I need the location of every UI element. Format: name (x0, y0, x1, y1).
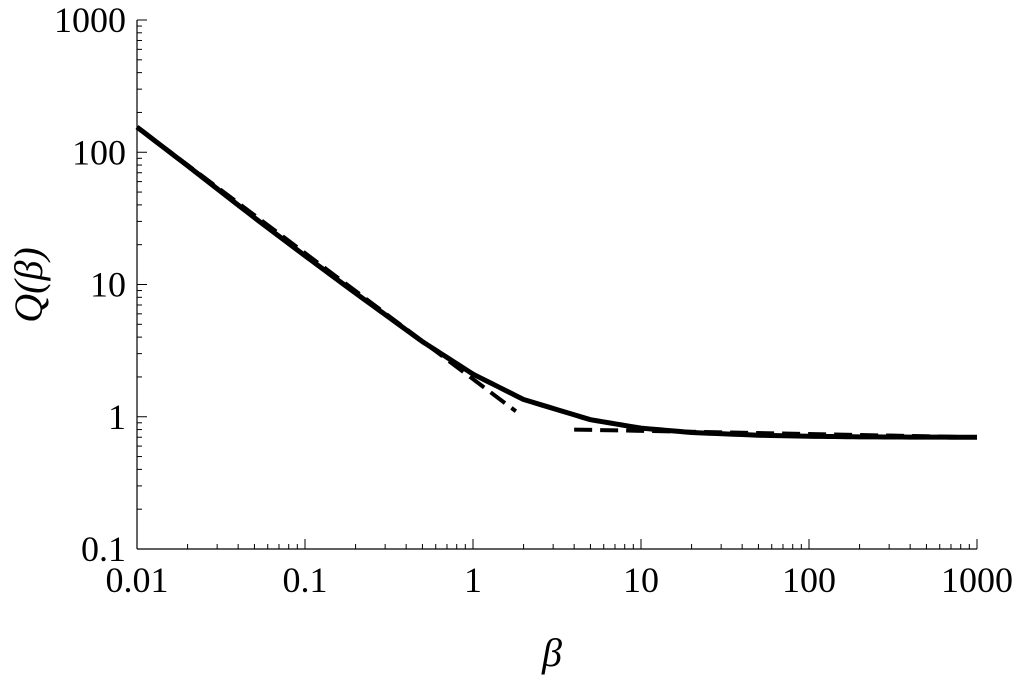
x-tick-label: 1000 (941, 560, 1013, 600)
series-line-solid (135, 125, 978, 440)
y-tick-label: 0.1 (81, 529, 126, 569)
series-line-dashed-1 (135, 125, 518, 413)
x-tick-label: 1 (464, 560, 482, 600)
x-tick-label: 0.1 (283, 560, 328, 600)
y-tick-label: 10 (90, 265, 126, 305)
x-tick-label: 100 (782, 560, 836, 600)
y-tick-label: 100 (72, 132, 126, 172)
x-tick-labels: 0.01 0.1 1 10 100 1000 (106, 560, 1014, 600)
y-tick-labels: 0.1 1 10 100 1000 (54, 0, 126, 569)
x-axis-title: β (541, 630, 562, 675)
x-tick-label: 0.01 (106, 560, 169, 600)
axis-ticks (136, 19, 978, 550)
y-tick-label: 1000 (54, 0, 126, 40)
x-tick-label: 10 (623, 560, 659, 600)
series-group (135, 125, 978, 440)
series-line-dashed-2 (574, 427, 978, 440)
y-tick-label: 1 (108, 397, 126, 437)
y-axis-title: Q(β) (6, 247, 51, 322)
